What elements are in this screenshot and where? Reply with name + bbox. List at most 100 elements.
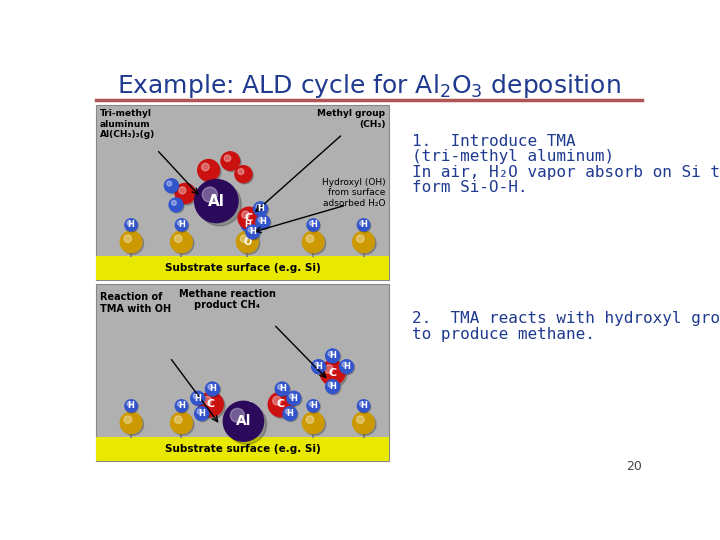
Circle shape (312, 361, 327, 375)
Circle shape (198, 183, 241, 226)
Text: H: H (259, 218, 266, 226)
Text: H: H (127, 401, 135, 410)
Circle shape (269, 392, 293, 417)
Circle shape (302, 412, 324, 434)
Circle shape (167, 181, 172, 186)
Circle shape (169, 198, 183, 212)
Circle shape (226, 404, 266, 444)
Circle shape (243, 402, 248, 406)
Circle shape (194, 407, 209, 421)
Circle shape (253, 202, 267, 215)
Text: O: O (243, 418, 251, 428)
Circle shape (238, 168, 244, 174)
Circle shape (205, 382, 220, 396)
Circle shape (247, 226, 261, 240)
Text: H: H (279, 384, 286, 394)
Text: form Si-O-H.: form Si-O-H. (412, 180, 527, 195)
Text: H: H (209, 384, 216, 394)
Circle shape (285, 409, 290, 414)
Circle shape (240, 209, 261, 231)
Circle shape (241, 219, 253, 231)
Text: H: H (329, 352, 336, 360)
Text: Tri-methyl
aluminum
Al(CH₃)₃(g): Tri-methyl aluminum Al(CH₃)₃(g) (100, 110, 156, 139)
Circle shape (288, 393, 302, 406)
Circle shape (354, 233, 376, 254)
Circle shape (236, 167, 253, 184)
Circle shape (242, 401, 254, 413)
Text: Reaction of
TMA with OH: Reaction of TMA with OH (100, 292, 171, 314)
Circle shape (256, 215, 270, 229)
Circle shape (284, 408, 298, 422)
Text: H: H (194, 394, 201, 403)
Circle shape (328, 382, 333, 387)
Circle shape (124, 235, 132, 242)
Circle shape (328, 352, 333, 356)
Circle shape (230, 408, 245, 422)
Circle shape (302, 231, 324, 253)
Text: Methyl group
(CH₃): Methyl group (CH₃) (318, 110, 385, 129)
Text: H: H (310, 401, 317, 410)
Circle shape (124, 416, 132, 423)
Circle shape (241, 400, 253, 412)
Circle shape (122, 233, 143, 254)
Circle shape (175, 219, 188, 231)
Circle shape (198, 159, 220, 181)
Circle shape (177, 185, 197, 205)
Circle shape (199, 161, 221, 183)
Bar (96, 105, 389, 280)
Circle shape (270, 394, 295, 418)
Circle shape (359, 402, 364, 406)
Circle shape (306, 416, 314, 423)
Circle shape (208, 384, 213, 389)
Circle shape (127, 402, 131, 406)
Text: H: H (343, 362, 350, 371)
Circle shape (353, 231, 374, 253)
Circle shape (179, 187, 186, 194)
Circle shape (176, 401, 189, 413)
Circle shape (359, 221, 364, 225)
Circle shape (357, 219, 370, 231)
Circle shape (312, 360, 325, 374)
Circle shape (203, 396, 212, 405)
Circle shape (283, 407, 297, 421)
Circle shape (175, 400, 188, 412)
Text: H: H (198, 409, 205, 418)
Circle shape (356, 235, 364, 242)
Circle shape (306, 235, 314, 242)
Circle shape (171, 231, 192, 253)
Circle shape (223, 401, 264, 441)
Circle shape (342, 362, 347, 367)
Circle shape (196, 408, 210, 422)
Text: H: H (287, 409, 293, 418)
Circle shape (174, 416, 182, 423)
Text: 2.  TMA reacts with hydroxyl groups: 2. TMA reacts with hydroxyl groups (412, 311, 720, 326)
Circle shape (177, 221, 181, 225)
Circle shape (325, 380, 340, 394)
Circle shape (191, 392, 204, 405)
Circle shape (174, 235, 182, 242)
Text: H: H (310, 220, 317, 230)
Circle shape (125, 219, 138, 231)
Circle shape (243, 221, 248, 225)
Text: H: H (329, 382, 336, 391)
Circle shape (122, 414, 143, 435)
Circle shape (304, 414, 325, 435)
Bar (96, 256, 389, 280)
Circle shape (200, 394, 225, 418)
Text: H: H (257, 204, 264, 213)
Circle shape (325, 365, 333, 374)
Circle shape (125, 400, 138, 412)
Text: H: H (249, 227, 256, 237)
Circle shape (308, 220, 320, 232)
Circle shape (325, 349, 340, 363)
Circle shape (275, 382, 289, 396)
Circle shape (240, 416, 248, 423)
Bar (240, 398, 255, 414)
Circle shape (172, 414, 194, 435)
Circle shape (194, 179, 238, 222)
Text: H: H (127, 220, 135, 230)
Text: H: H (290, 394, 297, 403)
Circle shape (357, 400, 370, 412)
Circle shape (276, 383, 290, 397)
Circle shape (197, 409, 202, 414)
